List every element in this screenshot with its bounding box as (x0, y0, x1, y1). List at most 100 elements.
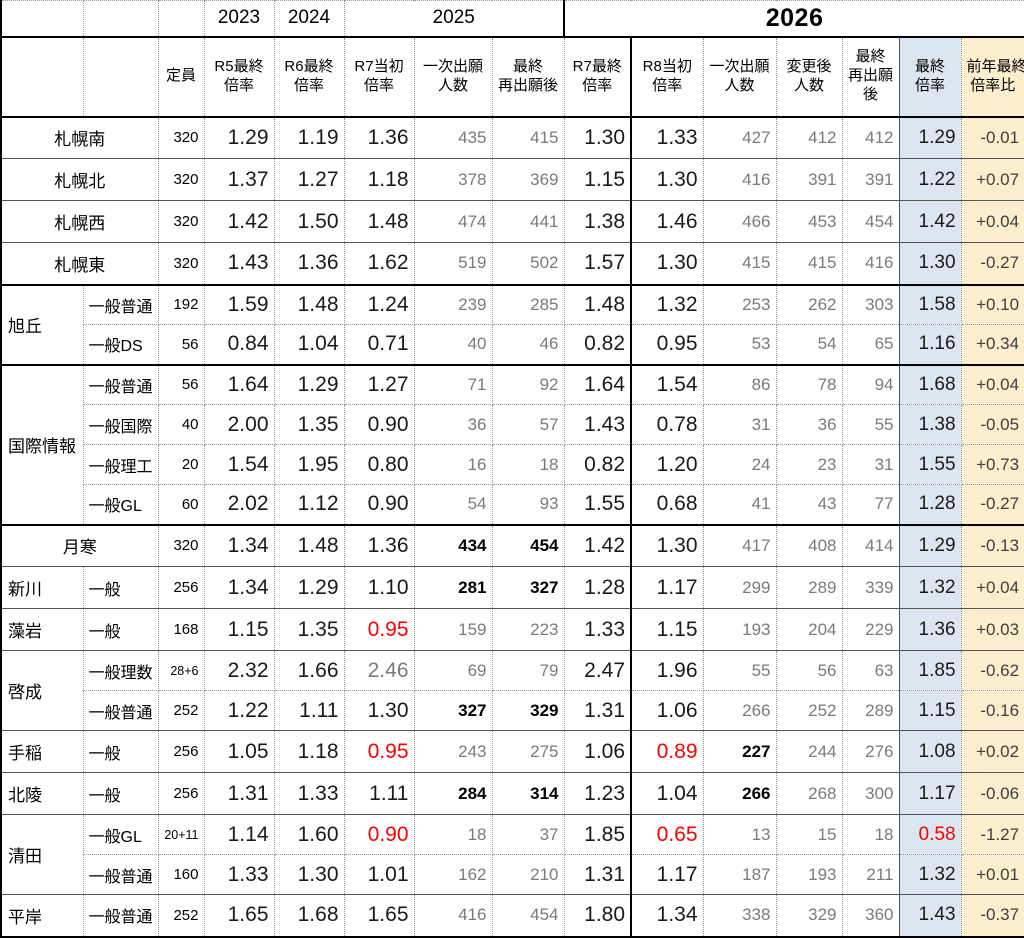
r7-final-rate-cell: 0.82 (563, 444, 632, 485)
final-reapply-2026-cell: 55 (841, 404, 900, 445)
primary-applicants-2026-cell: 41 (702, 484, 777, 525)
r7-initial-rate-cell: 1.65 (343, 894, 415, 938)
header-year-2026: 2026 (563, 0, 1024, 37)
primary-applicants-2025-cell: 159 (413, 608, 493, 651)
final-rate-cell: 1.43 (898, 894, 962, 938)
after-change-cell: 244 (775, 730, 843, 773)
r8-initial-rate-cell: 0.65 (630, 814, 704, 855)
table-row: 一般国際 40 2.00 1.35 0.90 36 57 1.43 0.78 31 36 55 1.38… (1, 404, 1024, 445)
final-reapply-2026-cell: 289 (841, 690, 900, 731)
capacity-cell: 256 (157, 730, 205, 773)
course-name-cell: 一般国際 (82, 404, 159, 445)
r6-final-rate-cell: 1.60 (273, 814, 345, 855)
final-reapply-2025-cell: 18 (491, 444, 565, 485)
r6-final-rate-cell: 1.36 (273, 242, 345, 285)
primary-applicants-2025-cell: 40 (413, 324, 493, 365)
school-name-cell: 平岸 (0, 894, 84, 938)
prev-year-diff-cell: +0.34 (960, 324, 1024, 365)
final-rate-cell: 1.30 (898, 242, 962, 285)
r7-initial-rate-cell: 1.48 (343, 200, 415, 243)
final-rate-cell: 1.85 (898, 650, 962, 691)
primary-applicants-2025-cell: 435 (413, 115, 493, 159)
table-row: 手稲 一般 256 1.05 1.18 0.95 243 275 1.06 0.89 227 244 2… (0, 730, 1024, 773)
after-change-cell: 54 (775, 324, 843, 365)
final-reapply-2026-cell: 94 (841, 363, 900, 405)
school-name-cell: 月寒 (0, 523, 159, 567)
primary-applicants-2026-cell: 266 (702, 772, 777, 815)
primary-applicants-2025-cell: 474 (413, 200, 493, 243)
course-name-cell: 一般 (82, 772, 159, 815)
r8-initial-rate-cell: 1.30 (630, 523, 704, 567)
r6-final-rate-cell: 1.35 (273, 404, 345, 445)
final-rate-cell: 1.58 (898, 283, 962, 325)
header-primary-applicants-2026: 一次出願 人数 (702, 35, 777, 117)
primary-applicants-2026-cell: 13 (702, 814, 777, 855)
capacity-cell: 20+11 (157, 814, 205, 855)
after-change-cell: 329 (775, 894, 843, 938)
course-name-cell: 一般 (82, 730, 159, 773)
final-reapply-2025-cell: 57 (491, 404, 565, 445)
primary-applicants-2026-cell: 266 (702, 690, 777, 731)
r8-initial-rate-cell: 0.95 (630, 324, 704, 365)
final-reapply-2025-cell: 93 (491, 484, 565, 525)
after-change-cell: 204 (775, 608, 843, 651)
table-row: 札幌南 320 1.29 1.19 1.36 435 415 1.30 1.33 427 412 41… (0, 115, 1024, 159)
r7-initial-rate-cell: 1.27 (343, 363, 415, 405)
final-reapply-2026-cell: 31 (841, 444, 900, 485)
course-name-cell: 一般普通 (82, 894, 159, 938)
table-row: 清田 一般GL 20+11 1.14 1.60 0.90 18 37 1.85 0.65 13 15 1… (0, 814, 1024, 895)
r7-final-rate-cell: 1.33 (563, 608, 632, 651)
capacity-cell: 20 (157, 444, 205, 485)
primary-applicants-2025-cell: 416 (413, 894, 493, 938)
school-name-cell: 手稲 (0, 730, 84, 773)
r7-initial-rate-cell: 0.95 (343, 730, 415, 773)
primary-applicants-2026-cell: 299 (702, 566, 777, 609)
primary-applicants-2026-cell: 417 (702, 523, 777, 567)
header-course (82, 35, 159, 117)
school-name-cell: 藻岩 (0, 608, 84, 651)
primary-applicants-2025-cell: 281 (413, 566, 493, 609)
r7-final-rate-cell: 1.31 (563, 854, 632, 895)
course-name-cell: 一般GL (82, 484, 159, 525)
r5-final-rate-cell: 1.42 (203, 200, 275, 243)
r6-final-rate-cell: 1.48 (273, 523, 345, 567)
prev-year-diff-cell: -1.27 (960, 814, 1024, 855)
table-header: 2023 2024 2025 2026 定員 R5最終 倍率 R6最終 倍率 R… (0, 0, 1024, 117)
r5-final-rate-cell: 1.31 (203, 772, 275, 815)
capacity-cell: 320 (157, 242, 205, 285)
primary-applicants-2025-cell: 239 (413, 283, 493, 325)
r6-final-rate-cell: 1.95 (273, 444, 345, 485)
r6-final-rate-cell: 1.12 (273, 484, 345, 525)
table-row: 札幌西 320 1.42 1.50 1.48 474 441 1.38 1.46 466 453 45… (0, 200, 1024, 243)
header-final-rate: 最終 倍率 (898, 35, 962, 117)
r7-initial-rate-cell: 0.71 (343, 324, 415, 365)
final-reapply-2025-cell: 92 (491, 363, 565, 405)
final-reapply-2026-cell: 229 (841, 608, 900, 651)
table-row: 月寒 320 1.34 1.48 1.36 434 454 1.42 1.30 417 408 414… (0, 523, 1024, 567)
primary-applicants-2025-cell: 519 (413, 242, 493, 285)
primary-applicants-2026-cell: 187 (702, 854, 777, 895)
school-name-cell: 国際情報 (0, 363, 84, 525)
r7-final-rate-cell: 2.47 (563, 650, 632, 691)
table-row: 啓成 一般理数 28+6 2.32 1.66 2.46 69 79 2.47 1.96 55 56 63… (0, 650, 1024, 731)
r8-initial-rate-cell: 1.20 (630, 444, 704, 485)
primary-applicants-2026-cell: 227 (702, 730, 777, 773)
school-name-cell: 北陵 (0, 772, 84, 815)
primary-applicants-2026-cell: 253 (702, 283, 777, 325)
r7-final-rate-cell: 1.23 (563, 772, 632, 815)
r8-initial-rate-cell: 1.15 (630, 608, 704, 651)
final-rate-cell: 1.16 (898, 324, 962, 365)
primary-applicants-2026-cell: 466 (702, 200, 777, 243)
after-change-cell: 252 (775, 690, 843, 731)
primary-applicants-2025-cell: 71 (413, 363, 493, 405)
header-corner-blank-school (0, 0, 84, 37)
final-reapply-2026-cell: 63 (841, 650, 900, 691)
r6-final-rate-cell: 1.19 (273, 115, 345, 159)
r7-final-rate-cell: 1.30 (563, 115, 632, 159)
prev-year-diff-cell: +0.07 (960, 158, 1024, 201)
prev-year-diff-cell: +0.04 (960, 566, 1024, 609)
table-row: 一般理工 20 1.54 1.95 0.80 16 18 0.82 1.20 24 23 31 1.55… (1, 444, 1024, 485)
primary-applicants-2026-cell: 55 (702, 650, 777, 691)
